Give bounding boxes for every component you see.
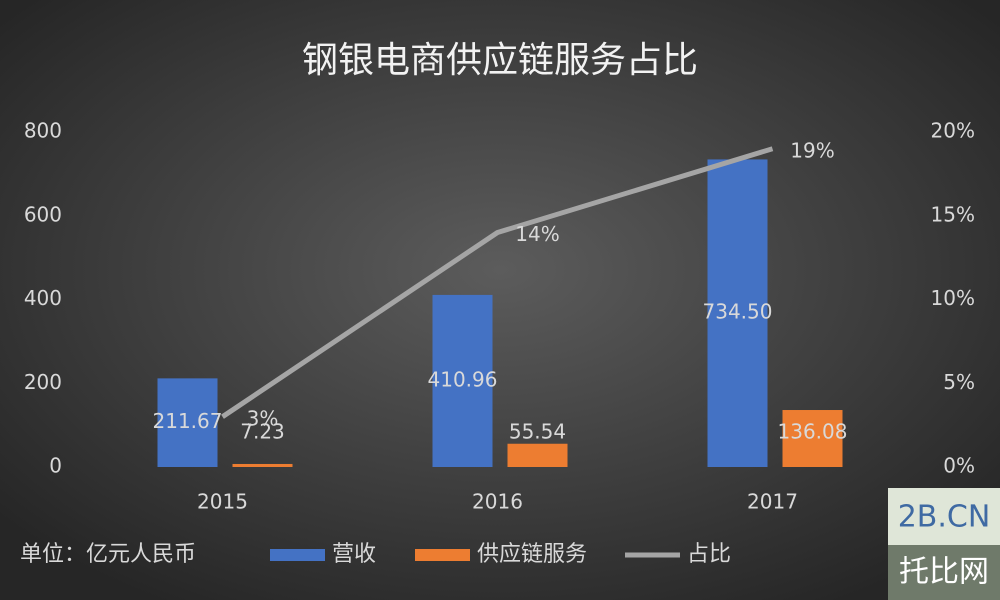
y2-tick-label: 5%	[943, 370, 975, 394]
legend-label: 营收	[332, 542, 376, 567]
bar-value-label: 734.50	[703, 300, 773, 324]
y-tick-label: 0	[49, 454, 62, 478]
y2-tick-label: 15%	[931, 202, 975, 226]
legend-swatch	[270, 549, 325, 561]
bar	[782, 410, 843, 467]
bar-value-label: 7.23	[240, 420, 285, 444]
y2-tick-label: 20%	[931, 119, 975, 143]
line-value-label: 3%	[247, 406, 279, 430]
y-tick-label: 800	[24, 119, 62, 143]
y-tick-label: 200	[24, 370, 62, 394]
legend-label: 占比	[687, 542, 731, 567]
bar-value-label: 211.67	[153, 409, 223, 433]
legend-label: 供应链服务	[477, 542, 587, 567]
x-tick-label: 2015	[197, 490, 248, 514]
x-tick-label: 2016	[472, 490, 523, 514]
bar	[707, 159, 768, 467]
bar-value-label: 136.08	[778, 420, 848, 444]
chart-title: 钢银电商供应链服务占比	[302, 40, 698, 81]
y2-tick-label: 0%	[943, 454, 975, 478]
bar	[157, 378, 218, 467]
line-value-label: 19%	[790, 138, 834, 162]
watermark-band	[888, 545, 1000, 600]
watermark-top: 2B.CN	[898, 500, 991, 535]
y2-tick-label: 10%	[931, 286, 975, 310]
line	[221, 146, 774, 419]
line-value-label: 14%	[515, 222, 559, 246]
bar-value-label: 55.54	[509, 420, 566, 444]
x-tick-label: 2017	[747, 490, 798, 514]
bar	[507, 443, 568, 467]
y-tick-label: 400	[24, 286, 62, 310]
unit-note: 单位：亿元人民币	[20, 542, 196, 567]
bar	[432, 294, 493, 467]
watermark-bottom: 托比网	[899, 555, 989, 590]
legend-swatch	[415, 549, 470, 561]
bar	[232, 463, 293, 467]
bar-value-label: 410.96	[428, 367, 498, 391]
y-tick-label: 600	[24, 202, 62, 226]
